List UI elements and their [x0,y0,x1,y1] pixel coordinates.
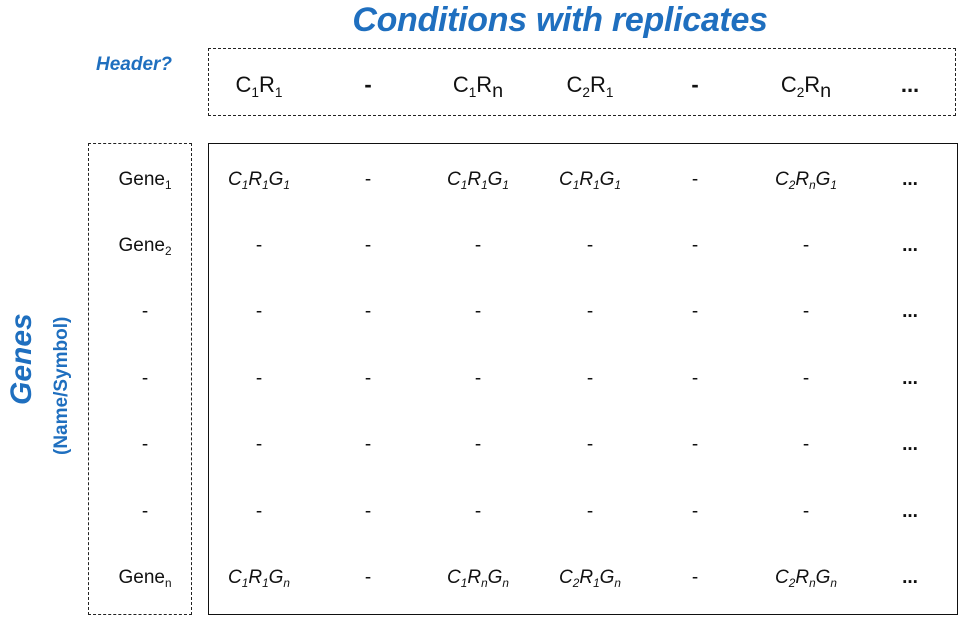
matrix-cell-r1-c7: ... [902,169,918,190]
matrix-cell-r4-c4: - [586,368,594,389]
matrix-cell-r1-c1: C1R1G1 [228,169,290,193]
matrix-cell-r2-c2: - [364,235,372,256]
matrix-cell-r7-c1: C1R1Gn [228,567,290,591]
gene-label-row-1: Gene1 [118,169,172,193]
matrix-cell-r6-c6: - [802,501,810,522]
matrix-cell-r3-c5: - [691,301,699,322]
matrix-cell-r3-c2: - [364,301,372,322]
matrix-cell-r7-c3: C1RnGn [447,567,509,591]
matrix-cell-r5-c6: - [802,434,810,455]
matrix-cell-r5-c4: - [586,434,594,455]
matrix-cell-r2-c3: - [474,235,482,256]
matrix-cell-r6-c3: - [474,501,482,522]
matrix-cell-r2-c1: - [255,235,263,256]
matrix-cell-r2-c7: ... [902,235,918,256]
column-header-1: C1R1 [235,72,283,100]
matrix-cell-r7-c6: C2RnGn [775,567,837,591]
expression-matrix-box [208,143,958,615]
matrix-cell-r6-c4: - [586,501,594,522]
matrix-cell-r7-c4: C2R1Gn [559,567,621,591]
matrix-cell-r2-c6: - [802,235,810,256]
diagram-title: Conditions with replicates [352,1,768,39]
matrix-cell-r7-c7: ... [902,567,918,588]
matrix-cell-r6-c1: - [255,501,263,522]
column-header-2: - [364,72,372,97]
header-question-label: Header? [96,54,173,75]
matrix-cell-r1-c6: C2RnG1 [775,169,837,193]
header-row-box [208,48,956,116]
genes-axis-sublabel: (Name/Symbol) [51,316,72,455]
column-header-3: C1Rn [452,72,504,102]
matrix-cell-r4-c3: - [474,368,482,389]
matrix-cell-r1-c3: C1R1G1 [447,169,509,193]
matrix-cell-r6-c7: ... [902,501,918,522]
matrix-cell-r4-c6: - [802,368,810,389]
gene-label-row-6: - [141,501,149,522]
matrix-cell-r4-c1: - [255,368,263,389]
matrix-cell-r6-c5: - [691,501,699,522]
genes-axis-label: Genes [5,313,38,405]
column-header-6: C2Rn [780,72,832,102]
matrix-cell-r7-c2: - [364,567,372,588]
matrix-cell-r4-c2: - [364,368,372,389]
matrix-cell-r5-c1: - [255,434,263,455]
matrix-cell-r2-c5: - [691,235,699,256]
matrix-cell-r7-c5: - [691,567,699,588]
matrix-cell-r1-c4: C1R1G1 [559,169,621,193]
matrix-cell-r6-c2: - [364,501,372,522]
matrix-cell-r2-c4: - [586,235,594,256]
gene-label-row-4: - [141,368,149,389]
matrix-cell-r1-c2: - [364,169,372,190]
column-header-7: ... [900,72,920,97]
matrix-cell-r3-c7: ... [902,301,918,322]
matrix-cell-r5-c3: - [474,434,482,455]
matrix-cell-r3-c1: - [255,301,263,322]
matrix-cell-r4-c5: - [691,368,699,389]
gene-label-row-7: Genen [118,567,172,591]
gene-names-column-box [88,143,192,615]
matrix-cell-r3-c4: - [586,301,594,322]
matrix-cell-r5-c7: ... [902,434,918,455]
matrix-cell-r3-c6: - [802,301,810,322]
gene-label-row-5: - [141,434,149,455]
gene-label-row-2: Gene2 [118,235,172,259]
matrix-cell-r4-c7: ... [902,368,918,389]
matrix-cell-r1-c5: - [691,169,699,190]
matrix-cell-r5-c5: - [691,434,699,455]
matrix-cell-r3-c3: - [474,301,482,322]
matrix-cell-r5-c2: - [364,434,372,455]
column-header-4: C2R1 [566,72,614,100]
gene-label-row-3: - [141,301,149,322]
column-header-5: - [691,72,699,97]
